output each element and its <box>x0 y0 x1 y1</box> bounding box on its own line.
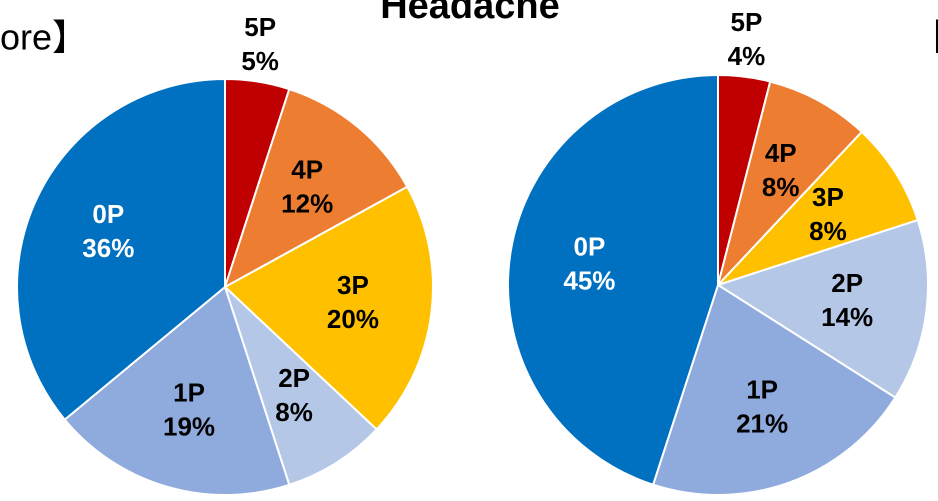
pie-slice <box>16 77 226 421</box>
slice-value-label: 8% <box>762 172 800 202</box>
slice-value-label: 14% <box>821 302 873 332</box>
slice-label: 5P <box>731 7 763 37</box>
slice-label: 0P <box>573 232 605 262</box>
chart-subtitle: ore】 <box>0 17 88 58</box>
pie-slice <box>223 185 434 431</box>
pie-slice <box>717 130 919 286</box>
slice-label: 4P <box>765 138 797 168</box>
slice-value-label: 8% <box>275 397 313 427</box>
pie-slice <box>224 286 379 487</box>
slice-label: 2P <box>278 363 310 393</box>
pie-slice <box>63 285 291 496</box>
slice-label: 3P <box>337 270 369 300</box>
slice-label: 3P <box>812 182 844 212</box>
slice-value-label: 8% <box>809 216 847 246</box>
slice-label: 5P <box>244 12 276 42</box>
pie-slice <box>223 87 409 290</box>
chart-title: Headache <box>380 0 560 27</box>
slice-value-label: 20% <box>327 304 379 334</box>
slice-value-label: 21% <box>736 408 788 438</box>
pie-slice <box>717 80 864 286</box>
slice-value-label: 4% <box>728 41 766 71</box>
chart-subtitle: 【 <box>912 17 938 58</box>
slice-value-label: 12% <box>281 189 333 219</box>
slice-label: 1P <box>173 378 205 408</box>
slice-label: 2P <box>831 268 863 298</box>
slice-value-label: 19% <box>163 412 215 442</box>
slice-label: 4P <box>291 155 323 185</box>
slice-label: 0P <box>92 199 124 229</box>
pie-slice <box>715 218 929 399</box>
slice-value-label: 5% <box>241 46 279 76</box>
slice-value-label: 45% <box>563 266 615 296</box>
slice-label: 1P <box>746 374 778 404</box>
slice-value-label: 36% <box>82 233 134 263</box>
pie-slice <box>507 73 719 486</box>
pie-slice <box>651 283 897 496</box>
